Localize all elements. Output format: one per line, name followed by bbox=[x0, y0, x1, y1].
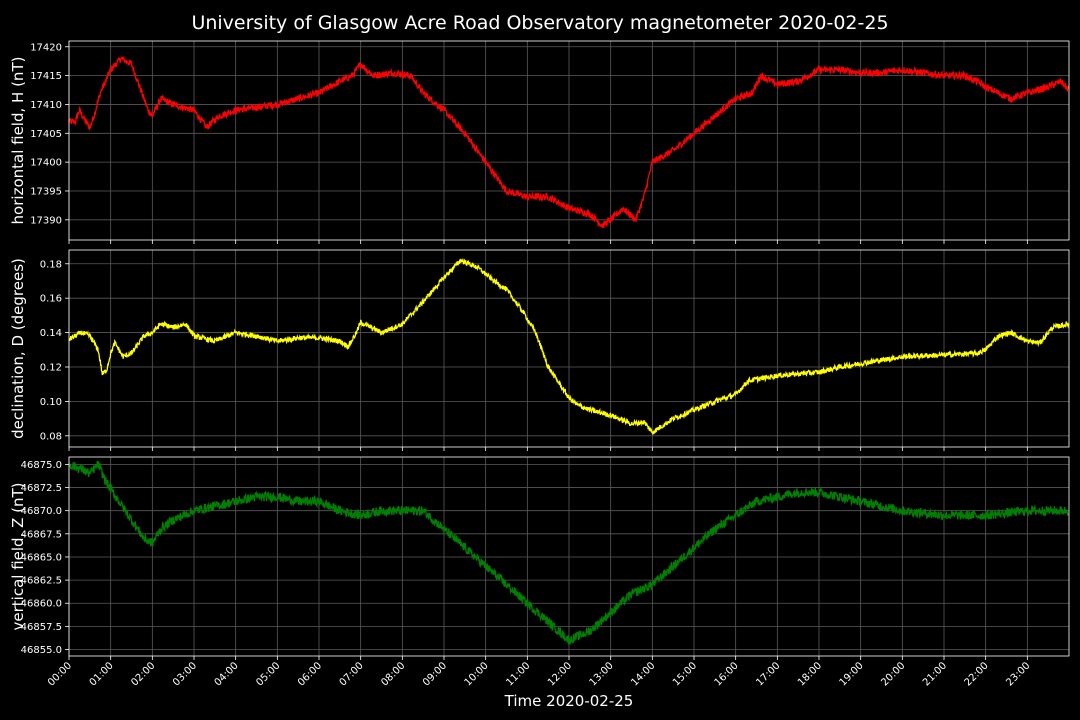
y-tick-label: 0.18 bbox=[40, 259, 62, 270]
y-tick-label: 0.10 bbox=[40, 397, 62, 408]
x-tick-label: 04:00 bbox=[213, 660, 241, 688]
y-tick-label: 46865.0 bbox=[21, 552, 62, 563]
y-tick-label: 17395 bbox=[30, 186, 62, 197]
x-tick-label: 07:00 bbox=[338, 660, 366, 688]
y-tick-label: 46872.5 bbox=[21, 483, 62, 494]
x-tick-label: 16:00 bbox=[713, 660, 741, 688]
x-tick-label: 03:00 bbox=[171, 660, 199, 688]
x-tick-label: 18:00 bbox=[796, 660, 824, 688]
x-tick-label: 19:00 bbox=[838, 660, 866, 688]
x-tick-label: 17:00 bbox=[754, 660, 782, 688]
panel-frame bbox=[68, 249, 1070, 448]
y-tick-label: 0.14 bbox=[40, 328, 62, 339]
panel-frame bbox=[68, 40, 1070, 241]
y-tick-label: 46860.0 bbox=[21, 599, 62, 610]
chart-title: University of Glasgow Acre Road Observat… bbox=[191, 12, 888, 34]
panels-group: 17390 17395 17400 17405 17410 17415 17420horiz… bbox=[9, 40, 1070, 689]
x-tick-label: 23:00 bbox=[1004, 660, 1032, 688]
y-tick-label: 46867.5 bbox=[21, 529, 62, 540]
x-tick-label: 09:00 bbox=[421, 660, 449, 688]
x-tick-label: 11:00 bbox=[504, 660, 532, 688]
y-axis-label: declination, D (degrees) bbox=[9, 258, 27, 439]
x-tick-label: 20:00 bbox=[879, 660, 907, 688]
y-tick-label: 0.08 bbox=[40, 431, 62, 442]
x-tick-label: 08:00 bbox=[379, 660, 407, 688]
y-axis-label: horizontal field, H (nT) bbox=[9, 57, 27, 225]
panel-1: 0.08 0.10 0.12 0.14 0.16 0.18 declination, D (… bbox=[9, 249, 1070, 451]
y-tick-label: 17405 bbox=[30, 129, 62, 140]
y-tick-label: 17420 bbox=[30, 42, 62, 53]
y-tick-label: 46855.0 bbox=[21, 645, 62, 656]
series-line-0 bbox=[68, 56, 1070, 228]
x-tick-label: 21:00 bbox=[921, 660, 949, 688]
x-tick-label: 22:00 bbox=[963, 660, 991, 688]
x-tick-label: 05:00 bbox=[254, 660, 282, 688]
y-tick-label: 0.16 bbox=[40, 294, 62, 305]
x-tick-label: 15:00 bbox=[671, 660, 699, 688]
y-tick-label: 17415 bbox=[30, 71, 62, 82]
panel-frame bbox=[68, 456, 1070, 657]
series-line-2 bbox=[68, 460, 1070, 645]
y-tick-label: 17400 bbox=[30, 158, 62, 169]
y-tick-label: 46870.0 bbox=[21, 506, 62, 517]
x-tick-label: 12:00 bbox=[546, 660, 574, 688]
y-tick-label: 46875.0 bbox=[21, 460, 62, 471]
x-tick-label: 01:00 bbox=[88, 660, 116, 688]
x-tick-label: 00:00 bbox=[46, 660, 74, 688]
x-axis-label: Time 2020-02-25 bbox=[504, 692, 634, 710]
y-tick-label: 46857.5 bbox=[21, 622, 62, 633]
panel-0: 17390 17395 17400 17405 17410 17415 17420horiz… bbox=[9, 40, 1070, 244]
x-tick-label: 10:00 bbox=[463, 660, 491, 688]
x-tick-label: 06:00 bbox=[296, 660, 324, 688]
y-axis-label: vertical field, Z (nT) bbox=[9, 482, 27, 630]
panel-2: 00:00 01:00 02:00 03:00 04:00 05:00 06:00 07:00… bbox=[9, 456, 1070, 689]
y-tick-label: 0.12 bbox=[40, 362, 62, 373]
x-tick-label: 02:00 bbox=[129, 660, 157, 688]
series-line-1 bbox=[68, 257, 1070, 436]
x-tick-label: 13:00 bbox=[588, 660, 616, 688]
y-tick-label: 17390 bbox=[30, 215, 62, 226]
y-tick-label: 17410 bbox=[30, 100, 62, 111]
x-tick-label: 14:00 bbox=[629, 660, 657, 688]
y-tick-label: 46862.5 bbox=[21, 576, 62, 587]
